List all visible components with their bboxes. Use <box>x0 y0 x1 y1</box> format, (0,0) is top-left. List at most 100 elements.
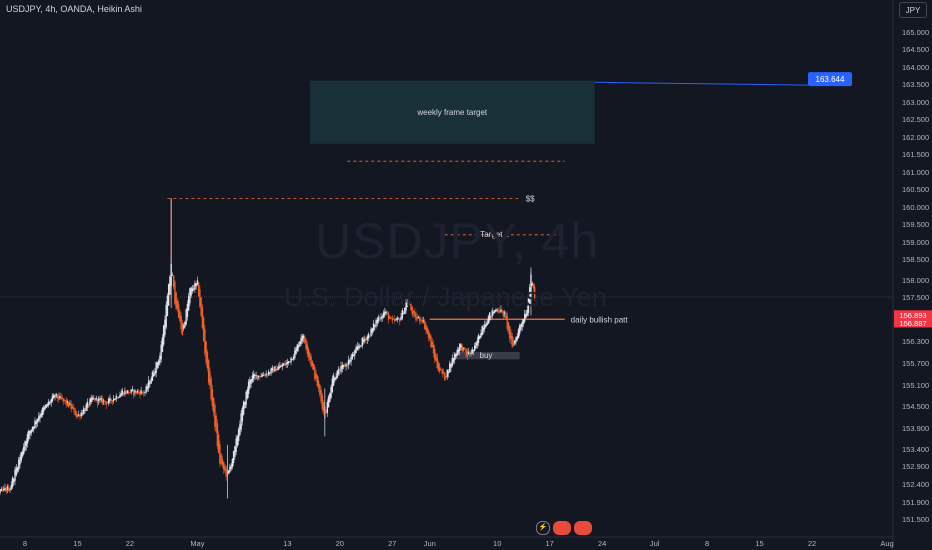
target-badge[interactable] <box>808 72 852 87</box>
candle-body <box>54 396 56 397</box>
candle-body <box>3 488 5 491</box>
candle-body <box>89 399 91 405</box>
candle-body <box>155 362 157 373</box>
annotation-layer[interactable]: weekly frame target $$ Target 1 daily bulli… <box>167 72 852 360</box>
candle-body <box>239 424 241 436</box>
candle-body <box>184 322 186 328</box>
currency-button[interactable]: JPY <box>899 2 927 18</box>
y-tick-label: 152.400 <box>902 480 929 489</box>
candle-body <box>416 317 418 319</box>
candle-body <box>474 345 476 351</box>
candle-body <box>251 375 254 382</box>
x-tick-label: 8 <box>705 539 709 548</box>
candle-body <box>38 416 40 421</box>
candle-body <box>356 346 359 351</box>
event-icon[interactable] <box>553 521 571 535</box>
candle-body <box>13 479 15 483</box>
candle-body <box>224 465 226 472</box>
y-tick-label: 163.500 <box>902 80 929 89</box>
candle-body <box>291 358 294 360</box>
lightning-icon[interactable]: ⚡ <box>536 521 550 535</box>
candle-body <box>99 398 101 400</box>
candle-body <box>8 488 10 491</box>
candle-body <box>30 429 32 433</box>
candle-body <box>45 404 47 408</box>
candle-body <box>427 330 430 338</box>
target-zone-rect[interactable] <box>309 80 595 144</box>
candle-body <box>355 347 357 353</box>
candle-body <box>532 284 535 289</box>
candle-body <box>144 392 146 393</box>
candle-body <box>470 353 472 355</box>
candle-body <box>531 283 533 286</box>
candle-body <box>194 283 196 290</box>
candle-body <box>394 319 396 322</box>
candle-body <box>256 375 259 380</box>
y-tick-label: 160.000 <box>902 203 929 212</box>
candle-body <box>489 312 491 320</box>
candle-body <box>272 369 275 373</box>
candle-body <box>282 363 285 366</box>
candle-body <box>482 327 485 331</box>
candle-body <box>456 349 458 356</box>
candle-body <box>445 376 447 378</box>
y-tick-label: 160.500 <box>902 185 929 194</box>
watermark-symbol: USDJPY, 4h <box>315 213 600 269</box>
candle-body <box>351 353 354 360</box>
candle-body <box>201 306 204 328</box>
candle-body <box>352 354 355 357</box>
candle-body <box>93 398 95 399</box>
candle-body <box>132 390 135 395</box>
candle-body <box>134 390 136 393</box>
candle-body <box>33 426 35 429</box>
candle-body <box>502 310 505 317</box>
candle-body <box>36 418 39 423</box>
candle-body <box>372 323 375 331</box>
candle-body <box>9 489 11 491</box>
x-tick-label: 22 <box>126 539 134 548</box>
candle-body <box>120 392 122 397</box>
y-tick-label: 159.000 <box>902 238 929 247</box>
candle-body <box>180 315 182 330</box>
candle-body <box>476 340 478 346</box>
candle-body <box>285 363 287 365</box>
candle-body <box>306 344 309 354</box>
candle-body <box>171 275 174 276</box>
candle-body <box>337 368 340 375</box>
candle-body <box>249 379 251 388</box>
candle-body <box>75 411 77 417</box>
candle-body <box>250 379 252 384</box>
candle-body <box>68 401 70 408</box>
candle-body <box>380 317 382 320</box>
candle-body <box>0 489 2 492</box>
candle-body <box>234 446 236 457</box>
candle-body <box>220 454 222 465</box>
candle-body <box>167 284 170 306</box>
candle-body <box>281 364 284 367</box>
candle-body <box>95 397 97 400</box>
candle-body <box>231 458 234 468</box>
candle-body <box>252 374 255 379</box>
candle-body <box>145 386 147 393</box>
candle-body <box>35 421 37 425</box>
candle-body <box>106 403 109 404</box>
candle-body <box>346 365 349 366</box>
candle-body <box>459 343 461 352</box>
candle-body <box>381 316 383 319</box>
event-icon[interactable] <box>574 521 592 535</box>
candle-body <box>112 398 115 401</box>
candle-body <box>284 364 286 366</box>
candle-body <box>385 311 387 314</box>
candle-body <box>229 466 231 472</box>
candle-body <box>490 316 492 317</box>
buy-box[interactable] <box>452 352 520 360</box>
candle-body <box>375 320 377 327</box>
candle-body <box>345 363 347 367</box>
candle-body <box>295 347 297 355</box>
x-tick-label: 17 <box>546 539 554 548</box>
candle-body <box>214 404 216 427</box>
candle-body <box>507 322 510 331</box>
x-tick-label: 10 <box>493 539 501 548</box>
